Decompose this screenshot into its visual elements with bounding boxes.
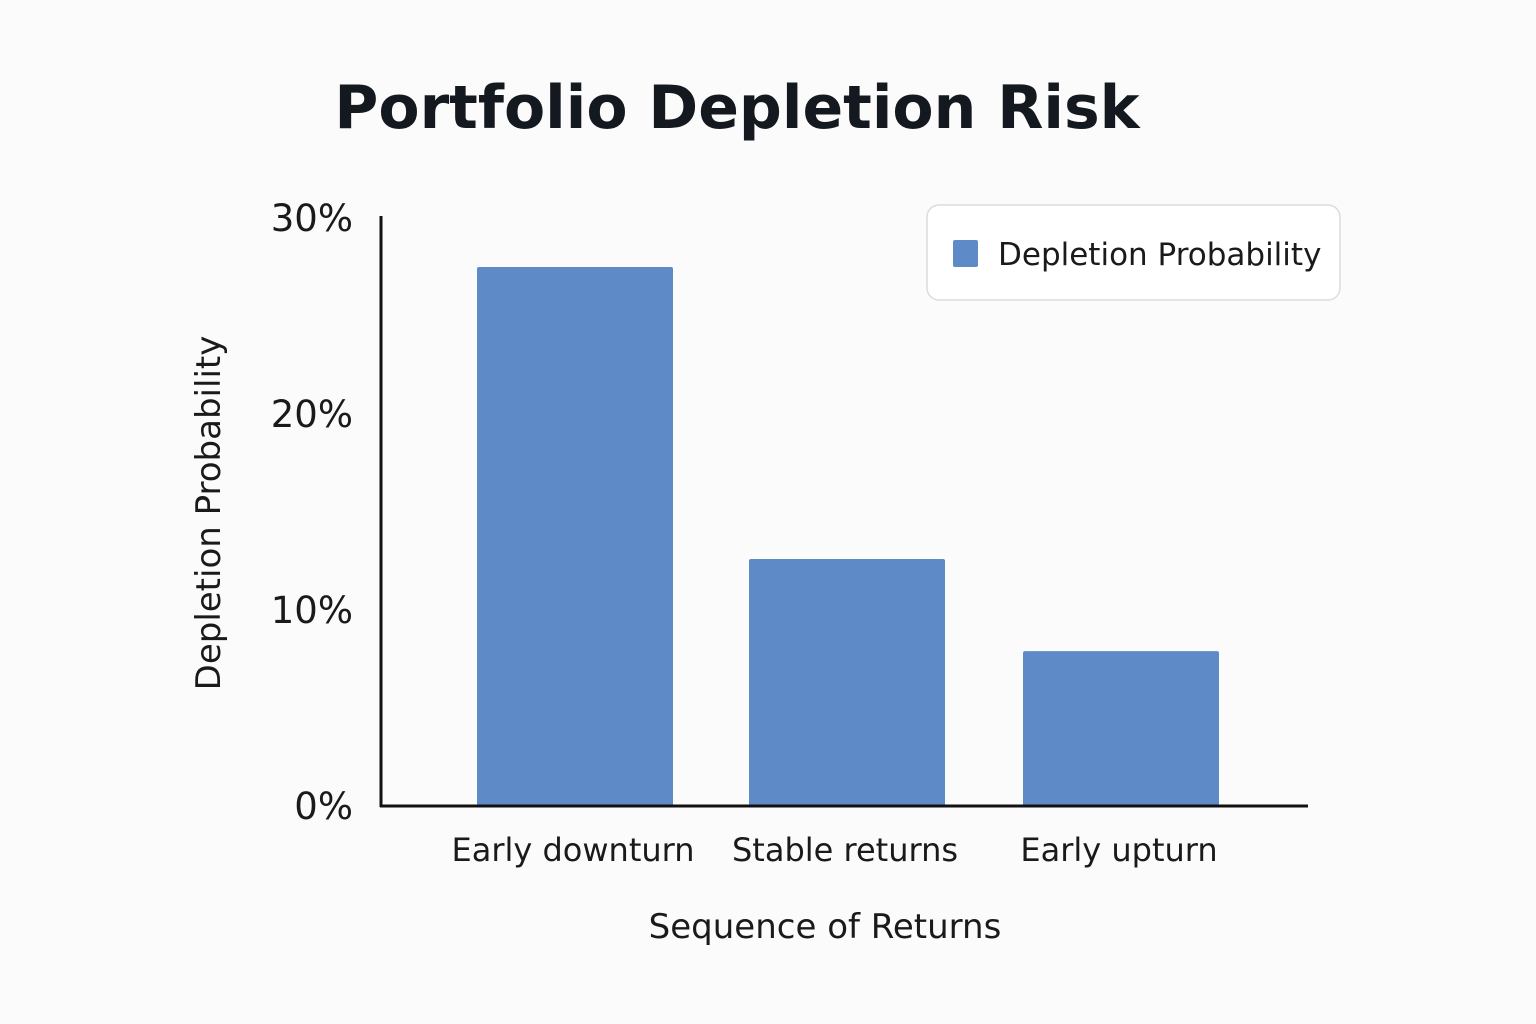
y-tick-label: 0% [294, 785, 353, 828]
chart-title: Portfolio Depletion Risk [334, 73, 1141, 143]
y-tick-label: 10% [271, 589, 353, 632]
legend-box [926, 204, 1341, 301]
legend: Depletion Probability [926, 204, 1341, 301]
x-tick-label: Early upturn [1020, 831, 1217, 869]
x-axis-categories: Early downturn Stable returns Early upturn [451, 831, 1217, 869]
bar [1023, 651, 1219, 806]
y-axis-title: Depletion Probability [189, 336, 229, 691]
legend-swatch [953, 240, 978, 267]
y-tick-label: 30% [271, 197, 353, 240]
bar [749, 559, 945, 806]
bar [477, 267, 673, 806]
x-tick-label: Early downturn [451, 831, 694, 869]
x-axis-title: Sequence of Returns [649, 907, 1002, 947]
y-axis-ticks: 0% 10% 20% 30% [271, 197, 353, 828]
x-tick-label: Stable returns [732, 831, 958, 869]
y-tick-label: 20% [271, 393, 353, 436]
legend-label: Depletion Probability [998, 237, 1321, 273]
bars [477, 267, 1219, 806]
